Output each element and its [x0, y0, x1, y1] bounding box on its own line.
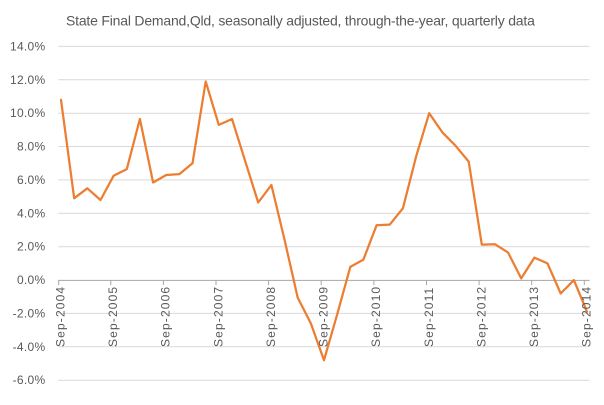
svg-text:Sep-2012: Sep-2012: [474, 286, 488, 347]
svg-text:14.0%: 14.0%: [10, 39, 46, 53]
svg-text:8.0%: 8.0%: [17, 140, 46, 154]
svg-text:Sep-2013: Sep-2013: [527, 286, 541, 347]
svg-text:4.0%: 4.0%: [17, 206, 46, 220]
svg-text:Sep-2005: Sep-2005: [106, 286, 120, 347]
svg-text:6.0%: 6.0%: [17, 173, 46, 187]
svg-text:State Final Demand,Qld, season: State Final Demand,Qld, seasonally adjus…: [66, 13, 535, 29]
svg-text:-2.0%: -2.0%: [13, 306, 46, 320]
svg-text:Sep-2006: Sep-2006: [159, 286, 173, 347]
svg-text:Sep-2007: Sep-2007: [211, 286, 225, 347]
svg-text:Sep-2004: Sep-2004: [54, 286, 68, 347]
svg-text:Sep-2009: Sep-2009: [317, 286, 331, 347]
svg-text:2.0%: 2.0%: [17, 240, 46, 254]
svg-text:Sep-2011: Sep-2011: [422, 287, 436, 347]
svg-text:-6.0%: -6.0%: [13, 373, 46, 387]
svg-text:0.0%: 0.0%: [17, 273, 46, 287]
svg-text:Sep-2010: Sep-2010: [369, 286, 383, 347]
svg-text:Sep-2014: Sep-2014: [580, 286, 594, 347]
svg-text:10.0%: 10.0%: [10, 106, 46, 120]
svg-text:Sep-2008: Sep-2008: [264, 286, 278, 347]
svg-text:-4.0%: -4.0%: [13, 340, 46, 354]
svg-text:12.0%: 12.0%: [10, 73, 46, 87]
